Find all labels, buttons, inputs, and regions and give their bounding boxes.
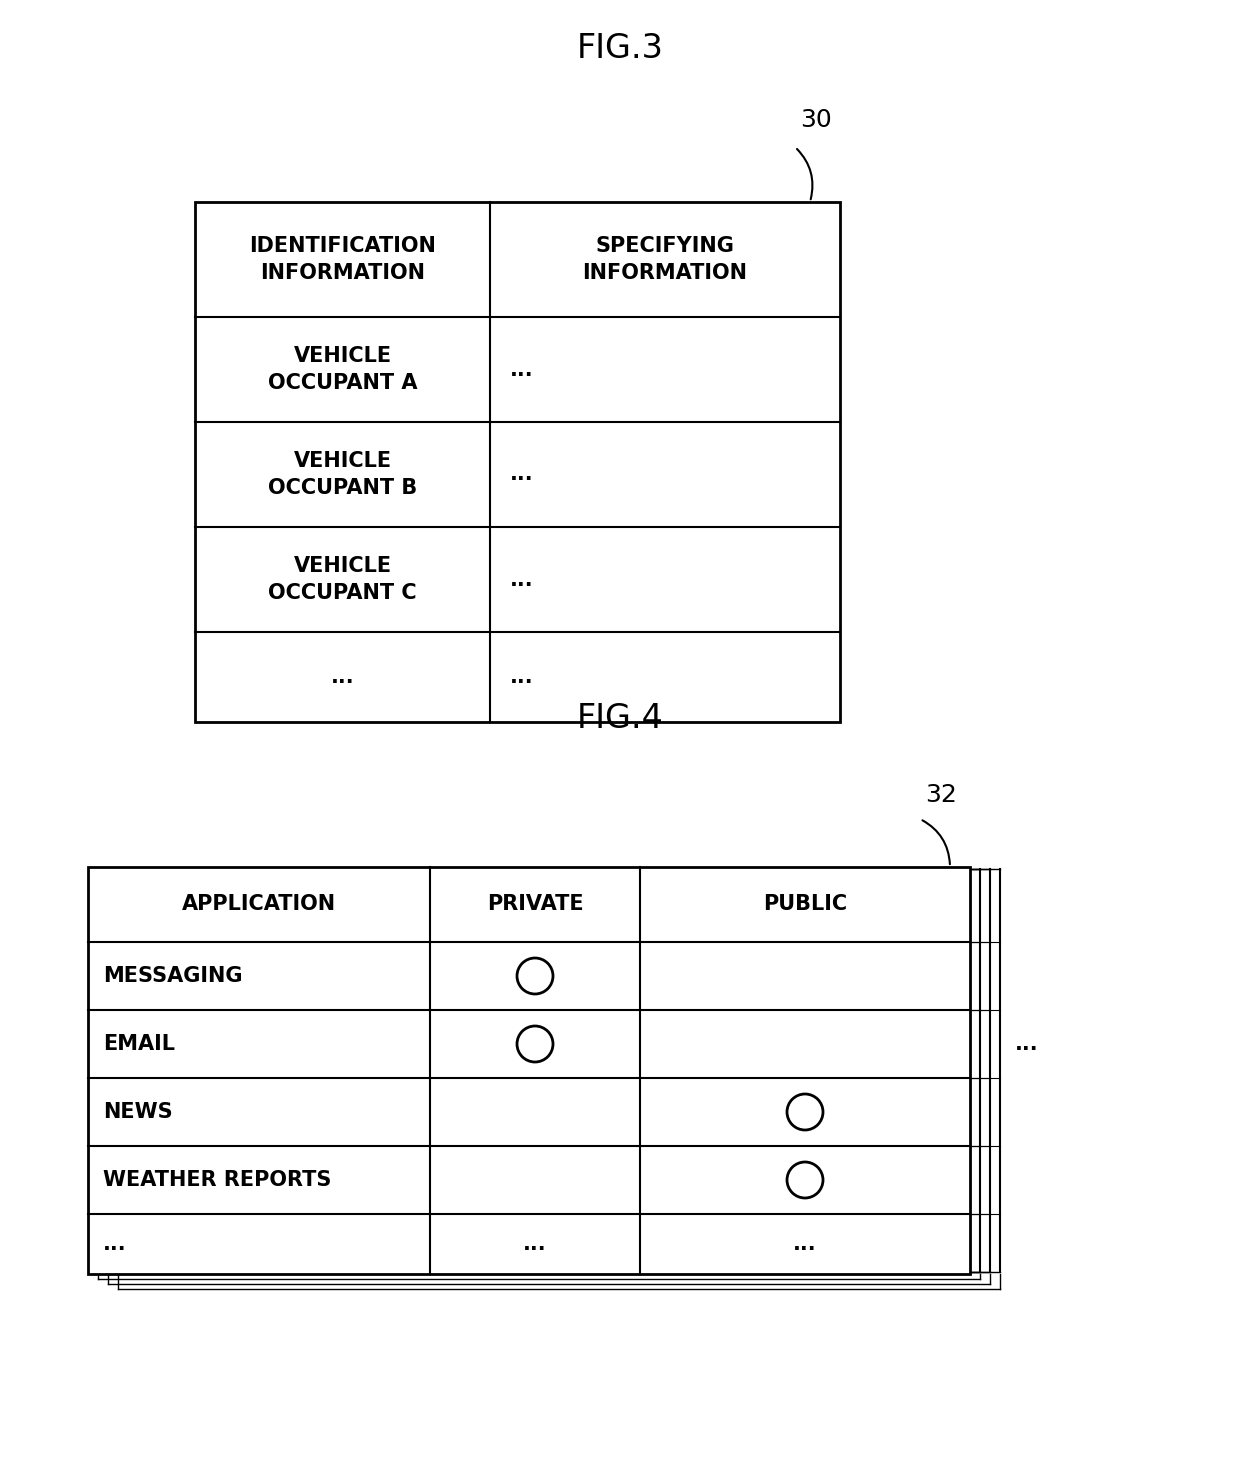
Text: IDENTIFICATION
INFORMATION: IDENTIFICATION INFORMATION	[249, 237, 436, 282]
Text: VEHICLE
OCCUPANT B: VEHICLE OCCUPANT B	[268, 452, 417, 497]
Text: ...: ...	[794, 1234, 817, 1254]
Text: FIG.3: FIG.3	[577, 32, 663, 64]
Text: ...: ...	[510, 360, 533, 380]
Text: 32: 32	[925, 784, 957, 807]
Text: ...: ...	[103, 1234, 126, 1254]
Text: ...: ...	[510, 667, 533, 687]
Text: ...: ...	[1016, 1034, 1039, 1054]
Text: SPECIFYING
INFORMATION: SPECIFYING INFORMATION	[583, 237, 748, 282]
Bar	[88, 867, 970, 1273]
Text: APPLICATION: APPLICATION	[182, 895, 336, 915]
Text: ...: ...	[523, 1234, 547, 1254]
Text: MESSAGING: MESSAGING	[103, 966, 243, 985]
Text: VEHICLE
OCCUPANT A: VEHICLE OCCUPANT A	[268, 346, 417, 393]
Text: ...: ...	[510, 465, 533, 484]
Text: ...: ...	[510, 570, 533, 589]
Bar	[195, 202, 839, 722]
Text: EMAIL: EMAIL	[103, 1034, 175, 1054]
Text: VEHICLE
OCCUPANT C: VEHICLE OCCUPANT C	[268, 557, 417, 602]
Text: FIG.4: FIG.4	[577, 702, 663, 735]
Text: PRIVATE: PRIVATE	[486, 895, 583, 915]
Text: ...: ...	[331, 667, 355, 687]
Bar	[88, 867, 970, 1273]
Text: PUBLIC: PUBLIC	[763, 895, 847, 915]
Text: NEWS: NEWS	[103, 1102, 172, 1121]
Text: 30: 30	[800, 108, 832, 132]
Text: WEATHER REPORTS: WEATHER REPORTS	[103, 1170, 331, 1190]
